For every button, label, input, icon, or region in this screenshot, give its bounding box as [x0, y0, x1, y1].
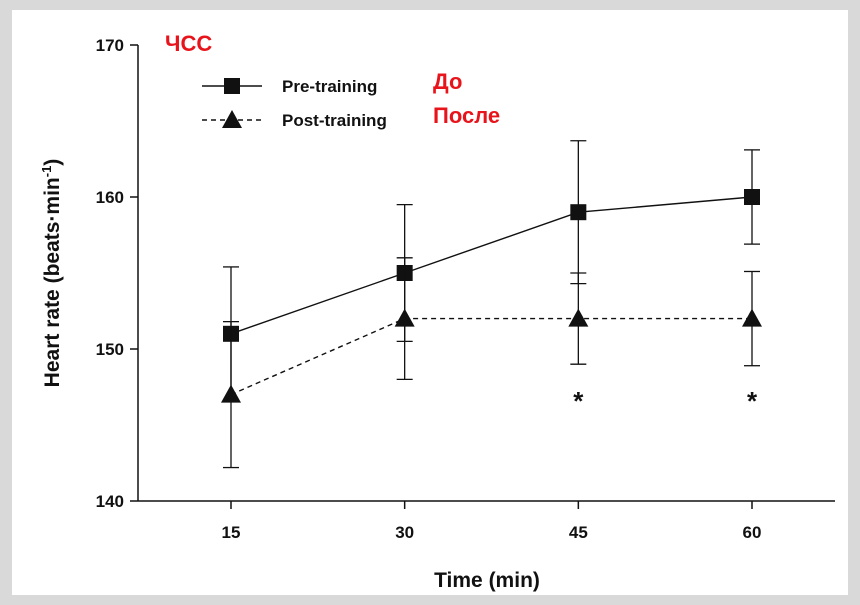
legend-label-ru: После — [433, 103, 500, 128]
significance-marker: * — [747, 386, 758, 416]
series-line — [231, 197, 752, 334]
series-post-training — [221, 258, 762, 468]
series-line — [231, 319, 752, 395]
significance-marker: * — [573, 386, 584, 416]
legend-label: Post-training — [282, 111, 387, 130]
y-ticks: 140 150 160 170 — [96, 36, 138, 511]
x-tick-label: 60 — [743, 523, 762, 542]
legend-marker-triangle — [222, 110, 242, 128]
data-point-triangle — [742, 309, 762, 327]
heart-rate-chart: 140 150 160 170 15 30 45 60 Time (min) Heart r… — [12, 10, 848, 595]
legend-label: Pre-training — [282, 77, 377, 96]
data-point-square — [744, 189, 760, 205]
x-ticks: 15 30 45 60 — [222, 501, 762, 542]
chart-frame: 140 150 160 170 15 30 45 60 Time (min) Heart r… — [12, 10, 848, 595]
x-tick-label: 30 — [395, 523, 414, 542]
y-tick-label: 160 — [96, 188, 124, 207]
y-tick-label: 150 — [96, 340, 124, 359]
y-axis-title-main: Heart rate (beats·min — [41, 177, 64, 387]
legend: Pre-training До Post-training После — [202, 69, 500, 130]
x-tick-label: 15 — [222, 523, 241, 542]
data-point-triangle — [568, 309, 588, 327]
y-tick-label: 170 — [96, 36, 124, 55]
x-tick-label: 45 — [569, 523, 588, 542]
legend-marker-square — [224, 78, 240, 94]
y-axis-title: Heart rate (beats·min-1) — [39, 159, 64, 388]
series-layer — [221, 141, 762, 468]
chart-title: ЧСС — [165, 31, 212, 56]
y-axis-title-sup: -1 — [39, 166, 54, 178]
series-pre-training — [223, 141, 760, 401]
data-point-triangle — [221, 385, 241, 403]
annotations-layer: * * — [573, 386, 758, 416]
data-point-square — [570, 204, 586, 220]
y-tick-label: 140 — [96, 492, 124, 511]
x-axis-title: Time (min) — [434, 569, 540, 592]
data-point-triangle — [395, 309, 415, 327]
legend-label-ru: До — [433, 69, 462, 94]
y-axis-title-close: ) — [41, 159, 64, 166]
